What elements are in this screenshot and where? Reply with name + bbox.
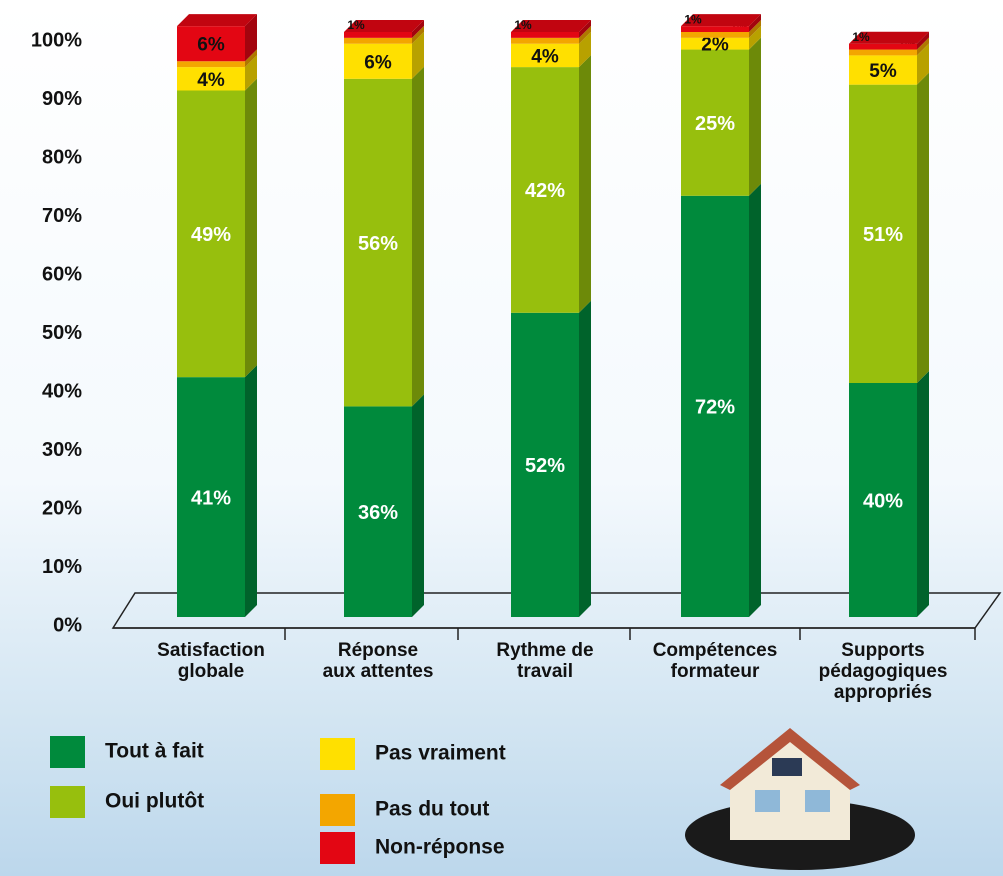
value-label: 41% (191, 487, 231, 509)
bar-top (177, 14, 257, 26)
value-label: 52% (525, 455, 565, 477)
value-label: 5% (869, 61, 897, 82)
bar-side (245, 79, 257, 378)
value-label: 1% (684, 12, 702, 26)
legend-label: Pas vraiment (375, 742, 506, 765)
bar-side (412, 394, 424, 617)
y-tick-label: 20% (42, 497, 82, 519)
bar-side (917, 371, 929, 617)
value-label: 1% (347, 18, 365, 32)
x-tick-label: Compétences formateur (630, 640, 800, 682)
bar-side (245, 365, 257, 617)
legend-label: Non-réponse (375, 836, 505, 859)
x-tick-label: Rythme de travail (460, 640, 630, 682)
bar-segment (511, 32, 579, 38)
bar-segment (344, 32, 412, 38)
value-label: 72% (695, 397, 735, 419)
value-label: 51% (863, 224, 903, 246)
y-tick-label: 100% (31, 29, 82, 51)
legend-swatch (50, 786, 85, 818)
x-tick-label: Satisfaction globale (126, 640, 296, 682)
y-tick-label: 70% (42, 205, 82, 227)
value-label: 25% (695, 113, 735, 135)
value-label: 6% (364, 52, 392, 73)
x-tick-label: Supports pédagogiques appropriés (798, 640, 968, 703)
y-tick-label: 50% (42, 322, 82, 344)
bar-side (579, 55, 591, 313)
bar-side (412, 67, 424, 407)
value-label: 6% (197, 35, 225, 56)
bar-segment (681, 26, 749, 32)
house (685, 728, 915, 870)
value-label: 36% (358, 502, 398, 524)
legend-label: Tout à fait (105, 740, 204, 763)
y-tick-label: 90% (42, 88, 82, 110)
y-tick-label: 60% (42, 263, 82, 285)
y-tick-label: 30% (42, 439, 82, 461)
chart: 0% 10% 20% 30% 40% 50% 60% 70% 80% 90% 100% 41% 49% 4… (0, 0, 1003, 876)
bar-side (579, 301, 591, 617)
y-tick-label: 0% (53, 614, 82, 636)
legend-swatch (50, 736, 85, 768)
y-tick-label: 40% (42, 380, 82, 402)
y-tick-label: 10% (42, 556, 82, 578)
x-tick-label: Réponse aux attentes (293, 640, 463, 682)
value-label: 56% (358, 233, 398, 255)
legend-label: Oui plutôt (105, 790, 204, 813)
legend-swatch (320, 832, 355, 864)
value-label: 4% (531, 46, 559, 67)
legend-swatch (320, 794, 355, 826)
value-label: 40% (863, 490, 903, 512)
value-label: 2% (701, 35, 729, 56)
value-label: 1% (514, 18, 532, 32)
bar-side (917, 73, 929, 383)
value-label: 49% (191, 224, 231, 246)
page: 0% 10% 20% 30% 40% 50% 60% 70% 80% 90% 100% 41% 49% 4… (0, 0, 1003, 876)
legend-label: Pas du tout (375, 798, 489, 821)
bar-side (749, 38, 761, 196)
value-label: 1% (852, 30, 870, 44)
value-label: 42% (525, 180, 565, 202)
legend-swatch (320, 738, 355, 770)
y-tick-label: 80% (42, 146, 82, 168)
value-label: 4% (197, 70, 225, 91)
bar-segment (849, 44, 917, 50)
bar-side (749, 184, 761, 617)
